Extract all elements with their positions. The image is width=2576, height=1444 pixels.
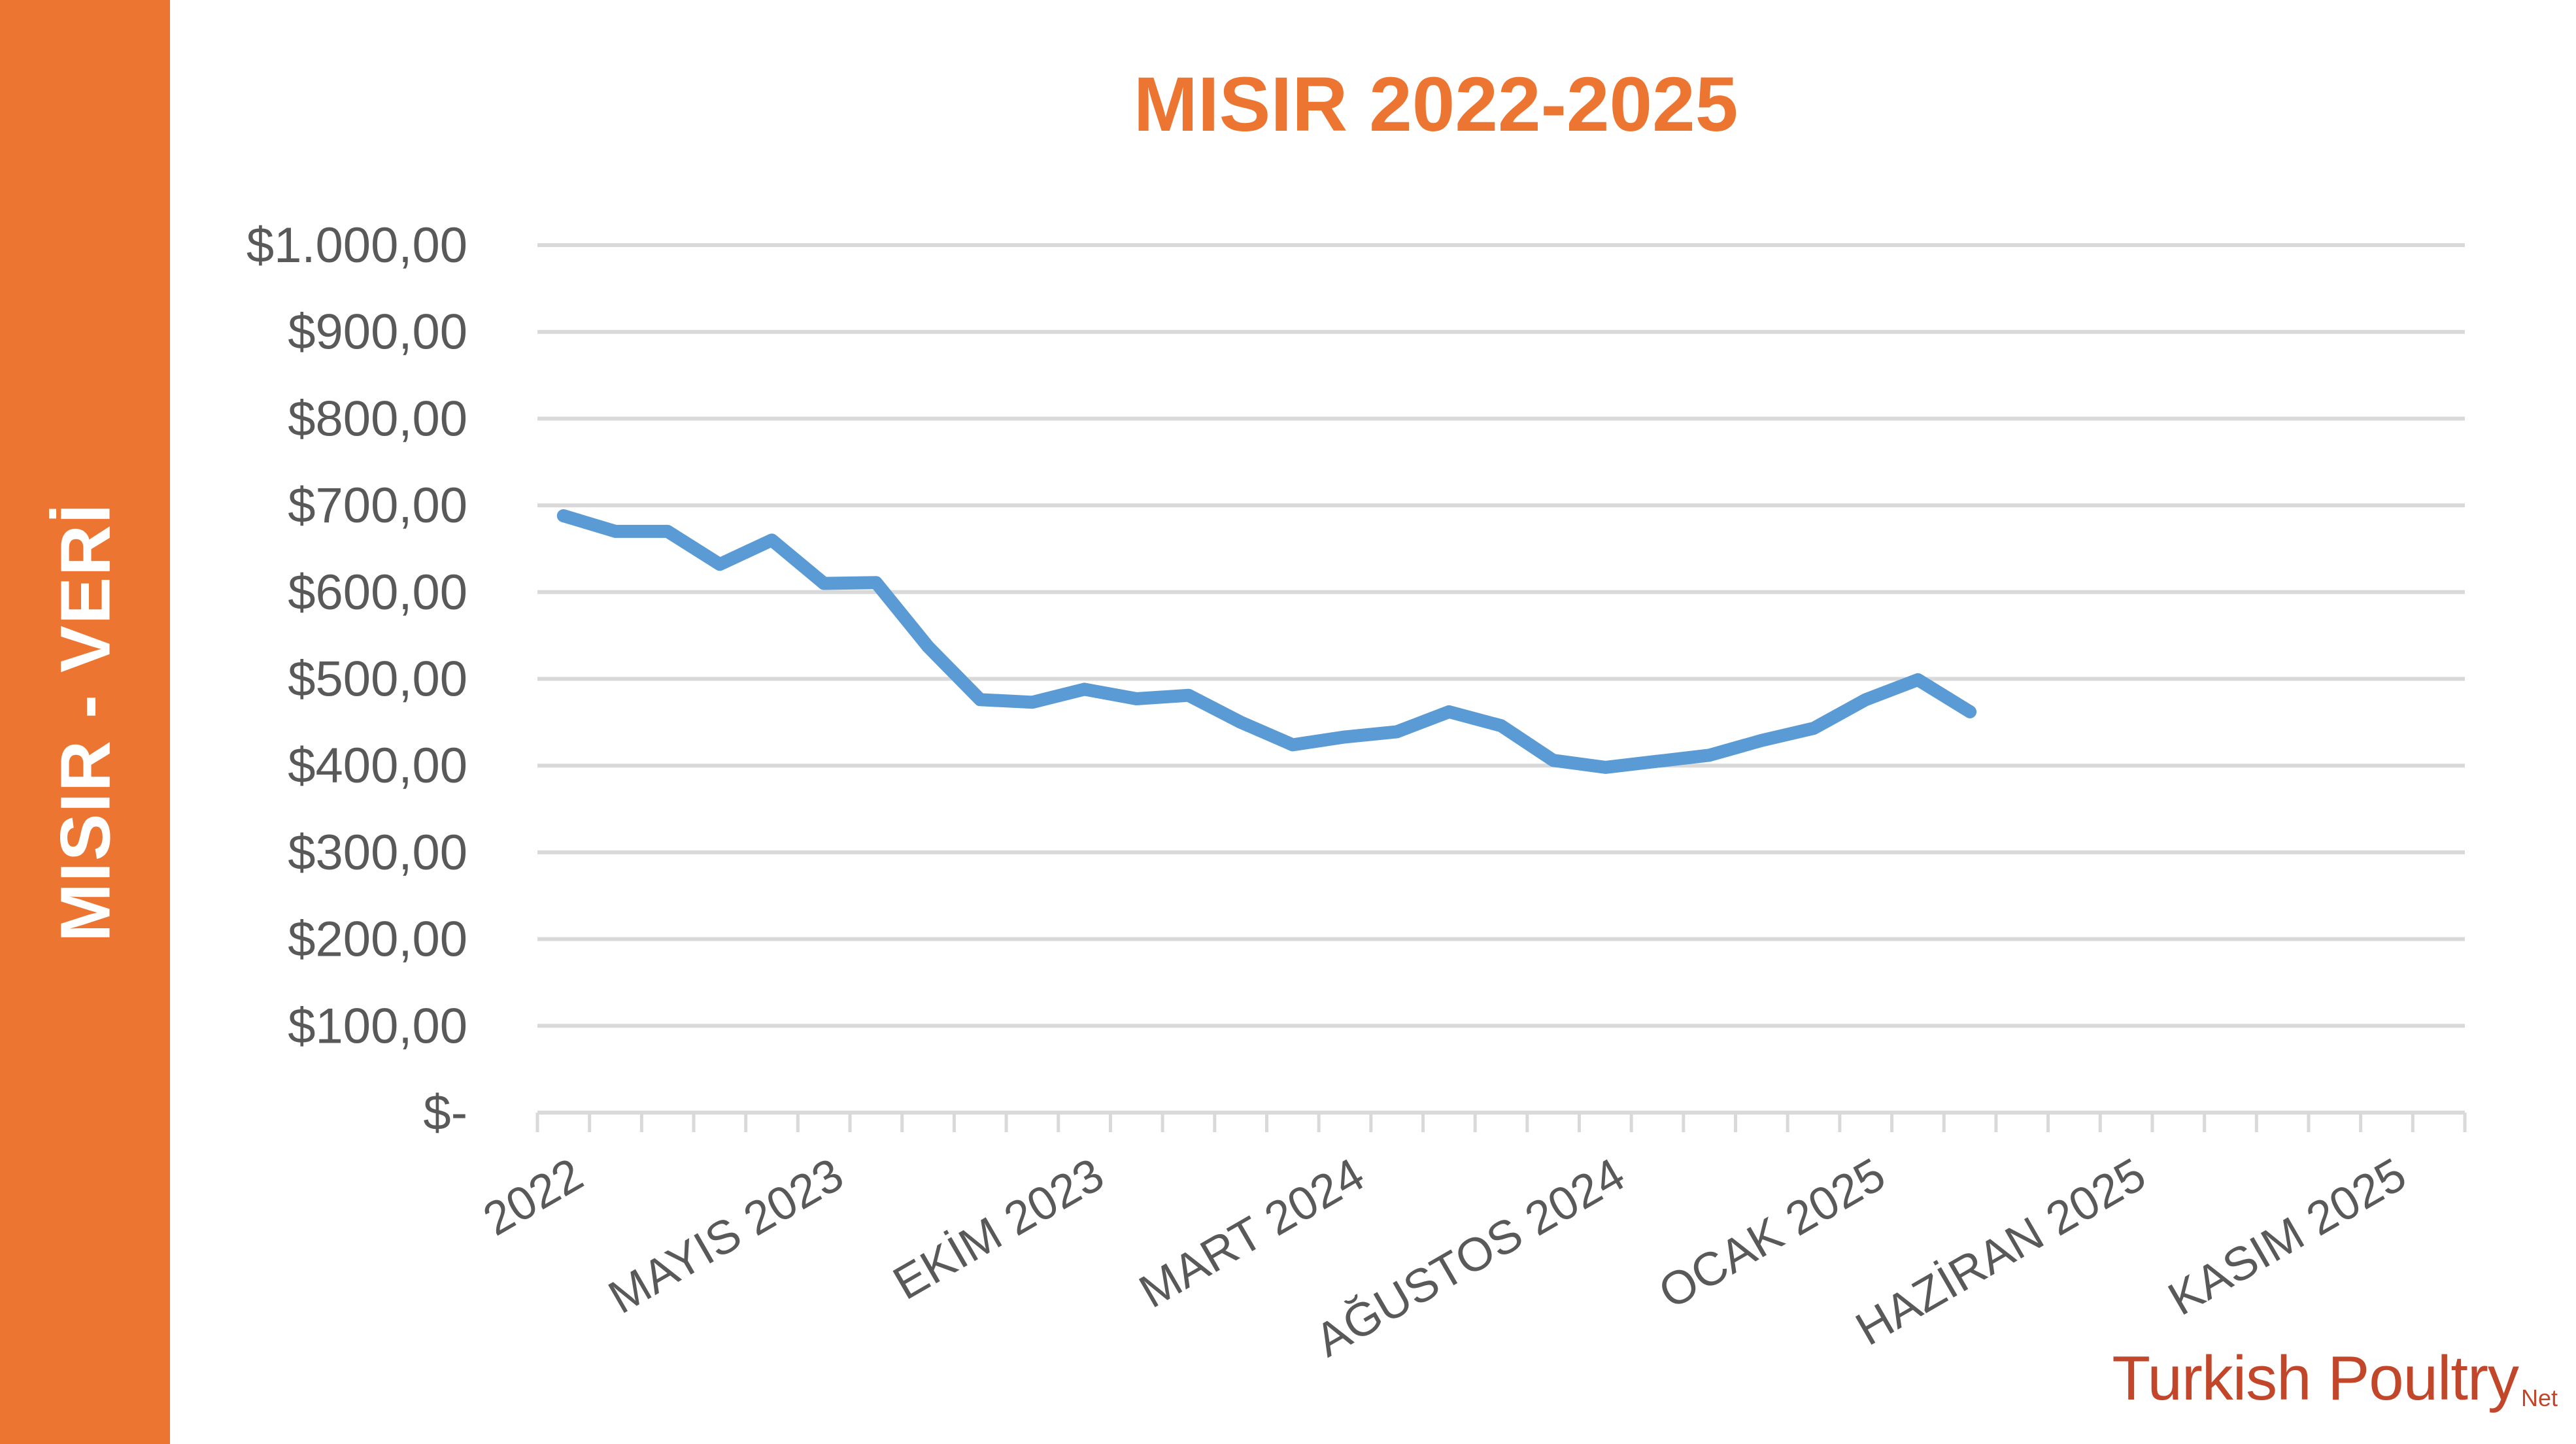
data-point: [979, 699, 981, 700]
data-point: [1292, 744, 1293, 745]
series-layer: [556, 509, 1977, 774]
y-tick-label: $900,00: [288, 305, 467, 360]
data-point: [1657, 761, 1658, 762]
x-tick-label: EKİM 2023: [885, 1149, 1112, 1310]
data-point: [1969, 711, 1971, 713]
x-tick-label: MAYIS 2023: [600, 1149, 852, 1324]
data-point: [1032, 701, 1033, 703]
y-tick-label: $200,00: [288, 912, 467, 967]
y-tick-label: $300,00: [288, 825, 467, 881]
data-point: [1136, 698, 1137, 699]
y-tick-label: $600,00: [288, 565, 467, 620]
data-point: [615, 531, 617, 532]
y-tick-label: $-: [423, 1085, 467, 1141]
x-axis: 2022 MAYIS 2023 EKİM 2023 MART 2024AĞUSTOS …: [475, 1111, 2467, 1367]
data-point: [1397, 731, 1398, 732]
data-point: [1448, 711, 1449, 713]
series-line: [556, 509, 1977, 774]
data-point: [1344, 736, 1346, 737]
turkish-poultry-logo: Turkish Poultry Net: [2112, 1347, 2558, 1410]
data-point: [1761, 740, 1762, 741]
data-point: [1917, 679, 1918, 680]
logo-text: Turkish Poultry: [2112, 1343, 2519, 1413]
data-point: [1709, 754, 1710, 756]
y-tick-label: $700,00: [288, 478, 467, 533]
gridlines: [537, 243, 2465, 1028]
x-tick-label: HAZİRAN 2025: [1847, 1149, 2154, 1356]
data-point: [667, 531, 668, 532]
data-point: [1188, 695, 1189, 696]
data-point: [928, 646, 929, 647]
y-tick-label: $1.000,00: [246, 218, 467, 273]
y-axis: $- $100,00 $200,00 $300,00 $400,00 $500,00 $60…: [246, 218, 467, 1141]
x-tick-label: KASIM 2025: [2160, 1149, 2415, 1326]
data-point: [1604, 767, 1606, 768]
y-tick-label: $100,00: [288, 998, 467, 1054]
x-tick-label: 2022: [475, 1149, 592, 1246]
logo-suffix: Net: [2520, 1385, 2558, 1411]
data-point: [771, 539, 773, 541]
x-tick-label: OCAK 2025: [1650, 1149, 1894, 1319]
sidebar-band: MISIR - VERİ: [0, 0, 170, 1444]
data-point: [563, 515, 564, 516]
data-point: [1813, 728, 1814, 729]
y-tick-label: $800,00: [288, 391, 467, 446]
y-tick-label: $400,00: [288, 738, 467, 794]
x-tick-label: MART 2024: [1131, 1149, 1373, 1318]
data-point: [1500, 725, 1502, 726]
data-point: [1865, 699, 1867, 700]
y-tick-label: $500,00: [288, 652, 467, 707]
data-point: [875, 582, 877, 583]
data-point: [1240, 722, 1242, 723]
data-point: [1553, 760, 1554, 761]
chart-title: MISIR 2022-2025: [1134, 61, 1738, 148]
data-point: [719, 563, 720, 565]
data-point: [823, 583, 824, 584]
data-point: [1084, 688, 1085, 690]
